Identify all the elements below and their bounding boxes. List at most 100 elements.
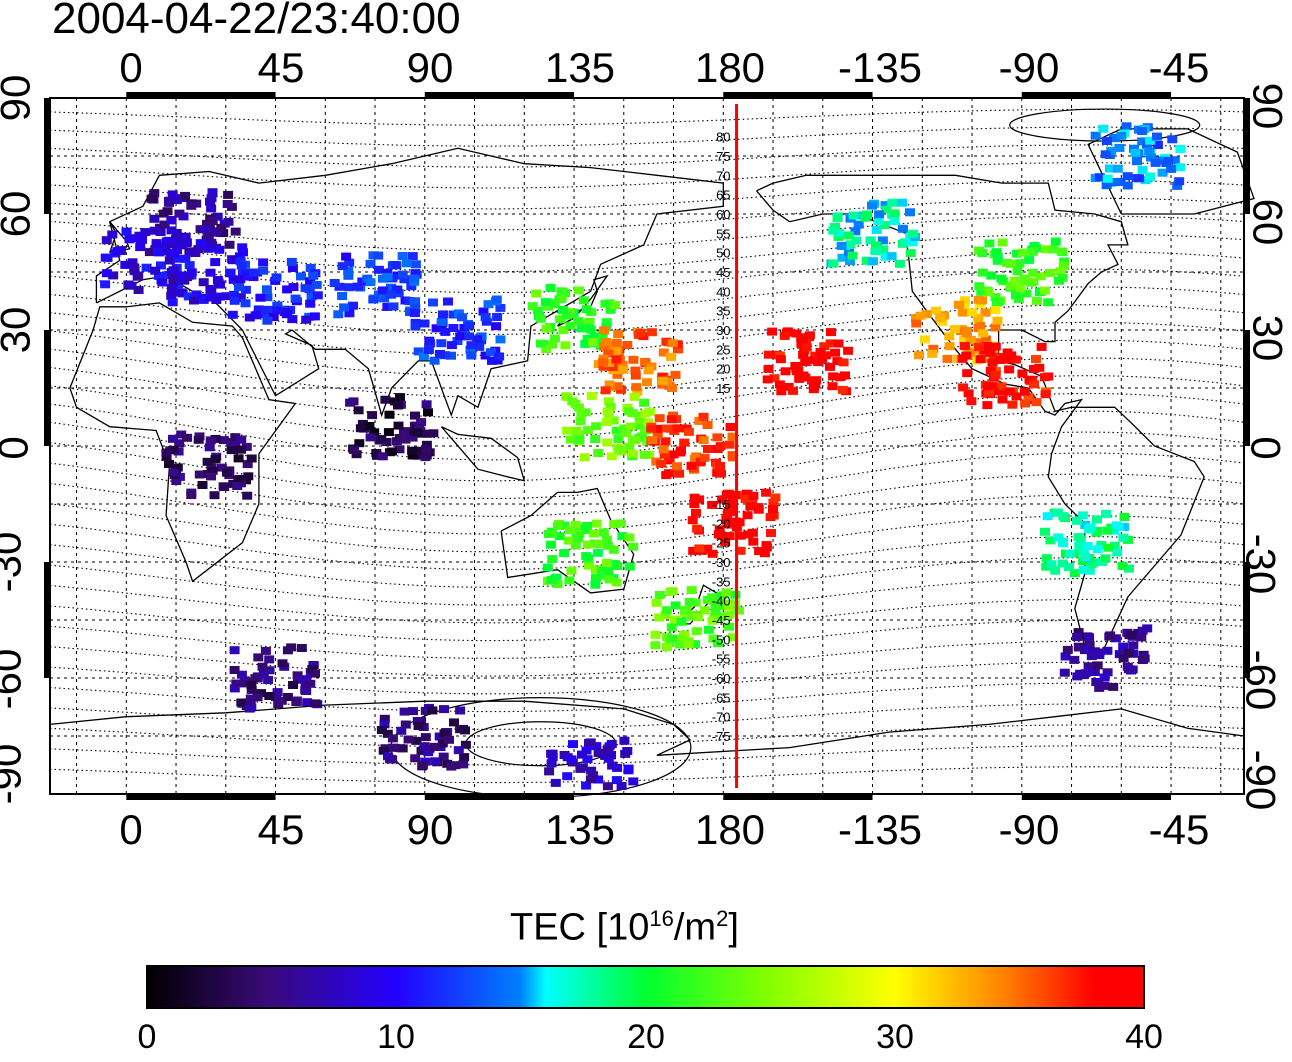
tec-pixel [1101, 509, 1111, 518]
tec-pixel [620, 749, 631, 758]
tec-pixel [724, 622, 735, 631]
tec-pixel [388, 302, 399, 311]
tec-pixel [287, 315, 298, 324]
coastline [49, 700, 1245, 756]
tec-pixel [206, 238, 217, 247]
tec-pixel [549, 300, 560, 309]
tec-pixel [606, 452, 617, 461]
tec-pixel [146, 194, 157, 203]
bottom-tick-label: -45 [1148, 806, 1210, 853]
tec-pixel [176, 239, 187, 248]
tec-pixel [152, 247, 163, 256]
tec-pixel [1042, 512, 1053, 521]
contour-label: -30 [712, 555, 731, 570]
tec-pixel [1046, 560, 1057, 569]
tec-pixel [296, 644, 307, 652]
tec-pixel [229, 646, 240, 655]
left-tick-label: 30 [0, 306, 39, 354]
tec-pixel [272, 306, 283, 315]
tec-pixel [168, 237, 178, 246]
tec-pixel [574, 435, 585, 444]
tec-pixel [1122, 662, 1133, 671]
tec-pixel [905, 208, 915, 217]
tec-pixel [421, 445, 431, 454]
tec-pixel [1040, 527, 1050, 536]
tec-pixel [207, 188, 218, 197]
tec-pixel [282, 693, 293, 701]
tec-pixel [996, 274, 1007, 283]
tec-pixel [343, 266, 354, 275]
contour-label: -25 [712, 536, 731, 551]
contour-label: -55 [712, 652, 731, 667]
tec-pixel [702, 544, 713, 553]
tec-pixel [954, 300, 964, 309]
tec-pixel [614, 445, 625, 454]
tec-pixel [836, 241, 847, 250]
tec-pixel [412, 717, 423, 725]
tec-pixel [658, 445, 669, 454]
tec-pixel [310, 699, 321, 708]
tec-pixel [721, 516, 732, 524]
map-frame [44, 92, 1250, 800]
tec-pixel [575, 417, 586, 426]
tec-pixel [164, 460, 174, 468]
tec-pixel [714, 525, 725, 534]
right-tick-label: 0 [1242, 436, 1290, 460]
tec-pixel [286, 643, 297, 652]
left-tick-label: -30 [0, 531, 30, 593]
tec-pixel [423, 408, 433, 417]
tec-pixel [101, 236, 112, 245]
tec-pixel [593, 449, 604, 457]
tec-pixel [427, 706, 438, 715]
tec-pixel [715, 442, 726, 451]
tec-pixel [690, 598, 701, 607]
tec-pixel [127, 258, 138, 267]
tec-pixel [944, 342, 955, 351]
top-tick-label: -135 [837, 44, 923, 91]
tec-pixel [588, 771, 599, 780]
tec-pixel [826, 328, 836, 337]
tec-pixel [176, 430, 187, 439]
tec-pixel [674, 640, 685, 649]
contour-label: 75 [716, 149, 730, 164]
tec-pixel [1084, 633, 1094, 642]
tec-pixel [845, 240, 856, 249]
tec-pixel [958, 383, 969, 392]
tec-pixel [643, 418, 654, 427]
tec-pixel [108, 271, 119, 280]
tec-pixel [589, 332, 600, 341]
tec-pixel [337, 262, 348, 271]
tec-pixel [762, 375, 773, 384]
tec-pixel [615, 519, 626, 528]
tec-pixel [234, 283, 244, 292]
tec-pixel [236, 698, 247, 707]
tec-pixel [354, 439, 365, 448]
tec-pixel [861, 256, 872, 265]
tec-pixel [376, 435, 387, 443]
tec-pixel [480, 313, 491, 322]
tec-pixel [238, 248, 248, 257]
tec-pixel [348, 301, 358, 310]
tec-pixel [592, 548, 603, 557]
tec-pixel [602, 407, 613, 416]
tec-pixel [166, 283, 177, 292]
tec-pixel [1116, 131, 1127, 140]
right-tick-label: -30 [1237, 533, 1285, 595]
tec-pixel [692, 524, 703, 533]
tec-pixel [1134, 174, 1145, 183]
tec-pixel [745, 502, 756, 511]
tec-pixel [436, 339, 447, 348]
tec-pixel [1053, 508, 1063, 517]
contour-label: -70 [712, 710, 731, 725]
tec-pixel [403, 735, 414, 744]
tec-pixel [650, 641, 661, 650]
tec-pixel [1152, 132, 1162, 141]
tec-pixel [1084, 566, 1095, 575]
contour-line [49, 126, 1245, 147]
frame-bar-right [1244, 98, 1250, 214]
tec-pixel [834, 228, 845, 237]
tec-pixel [1057, 559, 1068, 568]
tec-pixel [494, 352, 505, 361]
tec-pixel [197, 481, 208, 489]
tec-pixel [565, 435, 576, 444]
